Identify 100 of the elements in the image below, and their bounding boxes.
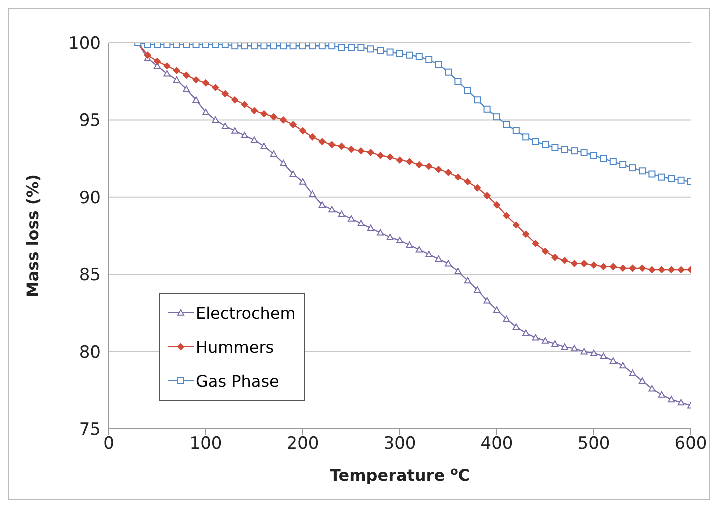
point: [610, 263, 617, 270]
point: [406, 242, 414, 248]
point: [532, 334, 540, 341]
point: [474, 96, 482, 104]
point: [183, 43, 190, 48]
y-tick-label: 90: [79, 188, 101, 208]
point: [658, 392, 666, 398]
point: [377, 152, 384, 160]
point: [426, 56, 433, 64]
point: [154, 43, 161, 48]
point: [600, 352, 608, 360]
point: [522, 134, 530, 141]
point: [600, 155, 608, 162]
x-tick-label: 0: [104, 434, 114, 454]
point: [648, 170, 656, 178]
point: [300, 178, 306, 185]
point: [173, 76, 180, 83]
y-tick-label: 80: [79, 342, 101, 363]
point: [494, 306, 500, 314]
point: [358, 44, 365, 52]
y-tick-label: 95: [79, 111, 101, 132]
point: [580, 260, 588, 268]
point: [445, 169, 452, 176]
point: [678, 266, 685, 274]
x-tick-label: 400: [480, 434, 514, 454]
point: [251, 136, 258, 144]
point: [192, 76, 200, 84]
point: [426, 163, 433, 170]
point: [222, 43, 229, 48]
point: [164, 70, 171, 77]
point: [494, 202, 500, 209]
point: [280, 43, 288, 50]
point: [192, 43, 200, 48]
point: [416, 53, 423, 60]
point: [610, 358, 617, 364]
point: [318, 138, 326, 146]
point: [328, 43, 336, 50]
point: [154, 58, 161, 66]
point: [212, 43, 220, 48]
x-axis-title: Temperature $^{o}$C: [330, 464, 470, 485]
point: [396, 237, 404, 244]
point: [435, 256, 442, 262]
point: [620, 264, 627, 272]
point: [251, 107, 258, 114]
point: [406, 52, 414, 59]
point: [144, 52, 152, 59]
point: [542, 337, 549, 344]
point: [309, 43, 316, 50]
point: [464, 87, 472, 94]
point: [202, 80, 210, 87]
legend-label: Hummers: [196, 338, 274, 356]
point: [629, 164, 636, 172]
point: [338, 44, 346, 52]
point: [474, 184, 482, 192]
point: [484, 106, 491, 113]
point: [260, 142, 268, 150]
point: [494, 114, 500, 121]
point: [300, 128, 306, 135]
point: [280, 116, 288, 124]
point: [241, 101, 248, 108]
point: [192, 96, 200, 104]
point: [232, 128, 239, 134]
point: [629, 264, 636, 272]
point: [183, 86, 190, 92]
point: [251, 43, 258, 50]
x-tick-label: 300: [384, 434, 416, 454]
point: [358, 148, 365, 155]
point: [386, 48, 394, 56]
point: [571, 260, 578, 268]
point: [532, 138, 540, 146]
point: [386, 234, 394, 240]
point: [552, 254, 559, 262]
point: [260, 43, 268, 50]
y-tick-label: 100: [68, 34, 101, 54]
point: [173, 67, 180, 74]
point: [416, 161, 423, 168]
point: [232, 96, 239, 104]
point: [639, 264, 646, 272]
point: [629, 370, 636, 376]
point: [600, 263, 608, 270]
point: [503, 316, 510, 322]
point: [445, 260, 452, 267]
point: [270, 114, 278, 121]
point: [416, 246, 423, 253]
point: [639, 168, 646, 175]
point: [454, 78, 462, 86]
point: [260, 110, 268, 118]
point: [580, 348, 588, 355]
x-tick-label: 200: [286, 434, 320, 454]
point: [464, 277, 472, 284]
point: [580, 149, 588, 156]
y-tick-label: 85: [79, 266, 101, 286]
point: [338, 210, 346, 218]
point: [561, 344, 568, 350]
point: [358, 220, 365, 227]
point: [328, 206, 336, 213]
point: [202, 108, 210, 116]
point: [542, 141, 549, 148]
point: [144, 43, 152, 48]
point: [648, 385, 656, 392]
